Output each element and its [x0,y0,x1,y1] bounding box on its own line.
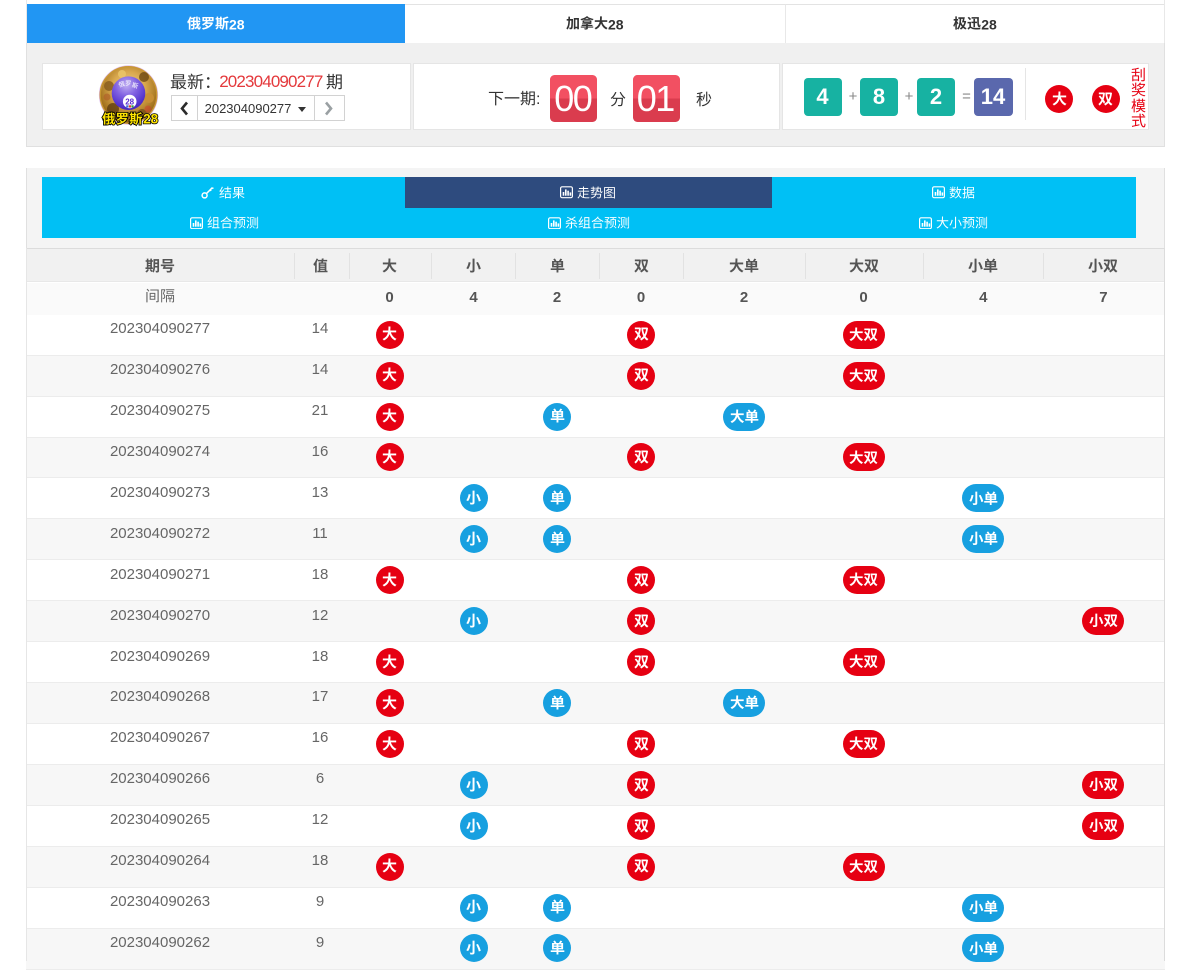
svg-text:28: 28 [125,97,134,106]
svg-text:28: 28 [143,112,159,127]
